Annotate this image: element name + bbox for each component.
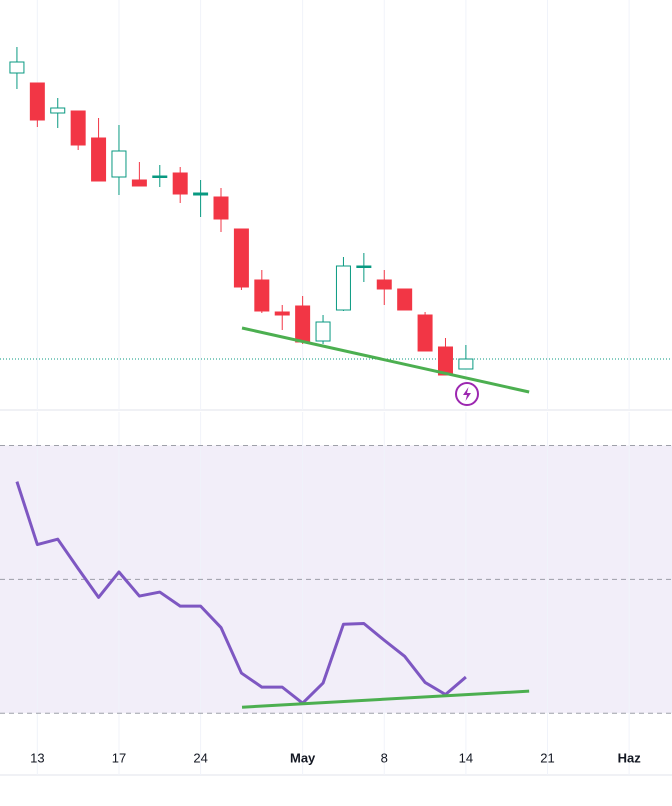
candle-body [356, 265, 372, 268]
candle-body [213, 196, 229, 220]
candle-body [111, 150, 127, 178]
candle-body [50, 107, 66, 114]
candle-body [376, 279, 392, 290]
trendline [241, 326, 530, 394]
candle-body [417, 314, 433, 352]
x-tick-label: 17 [112, 750, 126, 765]
alert-icon[interactable] [455, 382, 479, 406]
x-tick-label: 24 [193, 750, 207, 765]
x-tick-label: 8 [381, 750, 388, 765]
rsi-line [15, 481, 467, 705]
candle-body [193, 192, 209, 196]
x-tick-label: 13 [30, 750, 44, 765]
candle-body [131, 179, 147, 187]
candle-body [315, 321, 331, 342]
candle-body [295, 305, 311, 343]
candle-body [397, 288, 413, 311]
candle-body [458, 358, 474, 370]
candle-body [274, 311, 290, 316]
candle-body [233, 228, 249, 288]
x-tick-label: May [290, 750, 316, 765]
x-tick-label: 14 [459, 750, 473, 765]
candle-body [9, 61, 25, 74]
rsi-trendline [241, 689, 530, 709]
candle-body [437, 346, 453, 376]
candle-body [152, 175, 168, 178]
candle-body [70, 110, 86, 146]
candle-body [29, 82, 45, 121]
candle-body [254, 279, 270, 312]
x-tick-label: Haz [618, 750, 642, 765]
candle-body [335, 265, 351, 311]
candle-body [91, 137, 107, 182]
x-tick-label: 21 [540, 750, 554, 765]
candle-body [172, 172, 188, 195]
